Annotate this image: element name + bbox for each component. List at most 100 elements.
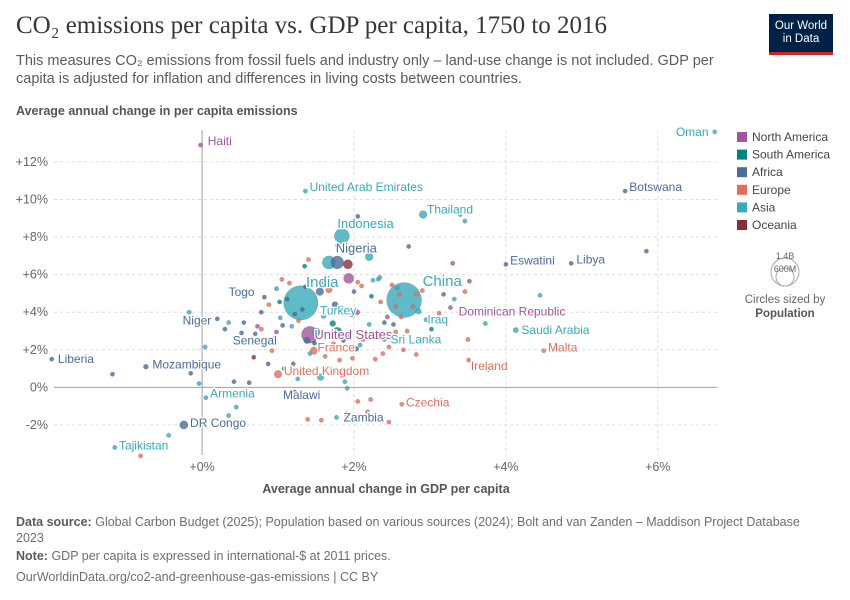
data-point bbox=[359, 283, 365, 289]
data-point bbox=[413, 291, 419, 297]
data-point bbox=[239, 330, 245, 336]
point-dr-congo bbox=[179, 420, 189, 430]
point-dominican-republic bbox=[447, 305, 453, 310]
legend-swatch bbox=[737, 220, 747, 230]
point-oman bbox=[712, 129, 718, 135]
data-point bbox=[340, 337, 346, 343]
legend-item-europe[interactable]: Europe bbox=[737, 183, 791, 197]
y-tick-label: +10% bbox=[16, 193, 48, 207]
data-point bbox=[269, 348, 275, 354]
data-point bbox=[436, 310, 442, 316]
label-sri-lanka: Sri Lanka bbox=[391, 332, 442, 346]
data-point bbox=[289, 323, 295, 329]
chart-title: CO₂ emissions per capita vs. GDP per cap… bbox=[16, 12, 608, 39]
data-point bbox=[241, 320, 247, 326]
label-dominican-republic: Dominican Republic bbox=[459, 305, 566, 319]
legend-item-asia[interactable]: Asia bbox=[737, 200, 776, 214]
legend-item-north-america[interactable]: North America bbox=[737, 130, 828, 144]
legend-swatch bbox=[737, 132, 747, 142]
data-point bbox=[265, 361, 271, 367]
x-tick-label: +6% bbox=[645, 460, 670, 474]
data-point bbox=[355, 279, 361, 285]
data-point bbox=[537, 292, 543, 298]
data-points bbox=[49, 129, 718, 459]
data-point bbox=[316, 373, 325, 381]
legend-label: South America bbox=[752, 148, 830, 162]
legend: North America South America Africa Europe As… bbox=[737, 130, 830, 232]
data-point bbox=[202, 344, 208, 350]
data-point bbox=[413, 352, 419, 357]
data-point bbox=[315, 287, 324, 296]
source-link[interactable]: OurWorldinData.org/co2-and-greenhouse-ga… bbox=[16, 570, 379, 584]
point-haiti bbox=[198, 142, 204, 148]
owid-logo[interactable]: Our World in Data bbox=[769, 14, 833, 55]
data-point bbox=[365, 252, 374, 261]
label-nigeria: Nigeria bbox=[336, 240, 378, 255]
point-indonesia bbox=[334, 228, 350, 244]
data-point bbox=[138, 453, 144, 459]
y-tick-label: +8% bbox=[23, 230, 48, 244]
data-point bbox=[369, 293, 374, 299]
size-legend-large-label: 1.4B bbox=[776, 251, 795, 261]
point-zambia bbox=[343, 411, 349, 417]
data-point bbox=[462, 289, 468, 295]
data-point bbox=[258, 326, 264, 332]
data-point bbox=[368, 397, 374, 403]
data-point bbox=[296, 318, 301, 324]
label-dr-congo: DR Congo bbox=[190, 416, 246, 430]
data-point bbox=[274, 286, 279, 292]
data-point bbox=[366, 321, 372, 327]
label-india: India bbox=[306, 274, 339, 291]
data-point bbox=[166, 432, 172, 438]
point-nigeria bbox=[330, 255, 344, 270]
point-ireland bbox=[466, 357, 472, 363]
note-text: GDP per capita is expressed in internati… bbox=[51, 549, 391, 563]
data-point bbox=[380, 351, 386, 357]
label-liberia: Liberia bbox=[58, 352, 94, 366]
legend-label: Asia bbox=[752, 200, 776, 214]
data-point bbox=[450, 260, 456, 266]
legend-item-africa[interactable]: Africa bbox=[737, 165, 783, 179]
y-tick-label: +4% bbox=[23, 305, 48, 319]
data-point bbox=[286, 280, 292, 286]
tick-labels: -2% 0% +2% +4% +6% +8% +10% +12% +0% +2% +4% +6% bbox=[16, 155, 671, 474]
data-point bbox=[214, 316, 220, 322]
label-united-kingdom: United Kingdom bbox=[284, 364, 369, 378]
data-point bbox=[331, 368, 337, 374]
legend-label: Europe bbox=[752, 183, 791, 197]
data-point bbox=[343, 273, 355, 284]
point-iraq bbox=[415, 308, 422, 315]
label-botswana: Botswana bbox=[629, 180, 682, 194]
data-point bbox=[370, 277, 376, 283]
data-point bbox=[295, 376, 301, 382]
data-point bbox=[351, 289, 357, 295]
data-point bbox=[226, 320, 232, 326]
label-haiti: Haiti bbox=[208, 134, 232, 148]
data-point bbox=[377, 275, 383, 280]
data-point bbox=[337, 357, 343, 363]
legend-label: Oceania bbox=[752, 218, 797, 232]
axis-lines bbox=[54, 130, 717, 455]
note: Note: GDP per capita is expressed in int… bbox=[16, 548, 826, 564]
data-point bbox=[428, 326, 434, 332]
scatter-chart: Average annual change in per capita emis… bbox=[16, 104, 831, 496]
y-tick-label: 0% bbox=[30, 380, 48, 394]
data-point bbox=[334, 243, 340, 248]
y-tick-label: -2% bbox=[26, 418, 48, 432]
legend-item-oceania[interactable]: Oceania bbox=[737, 218, 797, 232]
label-turkey: Turkey bbox=[320, 303, 356, 317]
data-source: Data source: Global Carbon Budget (2025)… bbox=[16, 514, 826, 546]
point-united-kingdom bbox=[273, 370, 283, 379]
data-point bbox=[274, 329, 279, 335]
legend-swatch bbox=[737, 184, 747, 195]
data-point bbox=[378, 299, 384, 305]
legend-item-south-america[interactable]: South America bbox=[737, 148, 830, 162]
point-malawi bbox=[292, 389, 298, 395]
data-point bbox=[255, 323, 260, 329]
data-point bbox=[305, 257, 311, 263]
data-point bbox=[258, 309, 264, 315]
note-label: Note: bbox=[16, 549, 48, 563]
data-point bbox=[277, 315, 283, 321]
data-point bbox=[302, 263, 308, 269]
label-mozambique: Mozambique bbox=[152, 358, 221, 372]
